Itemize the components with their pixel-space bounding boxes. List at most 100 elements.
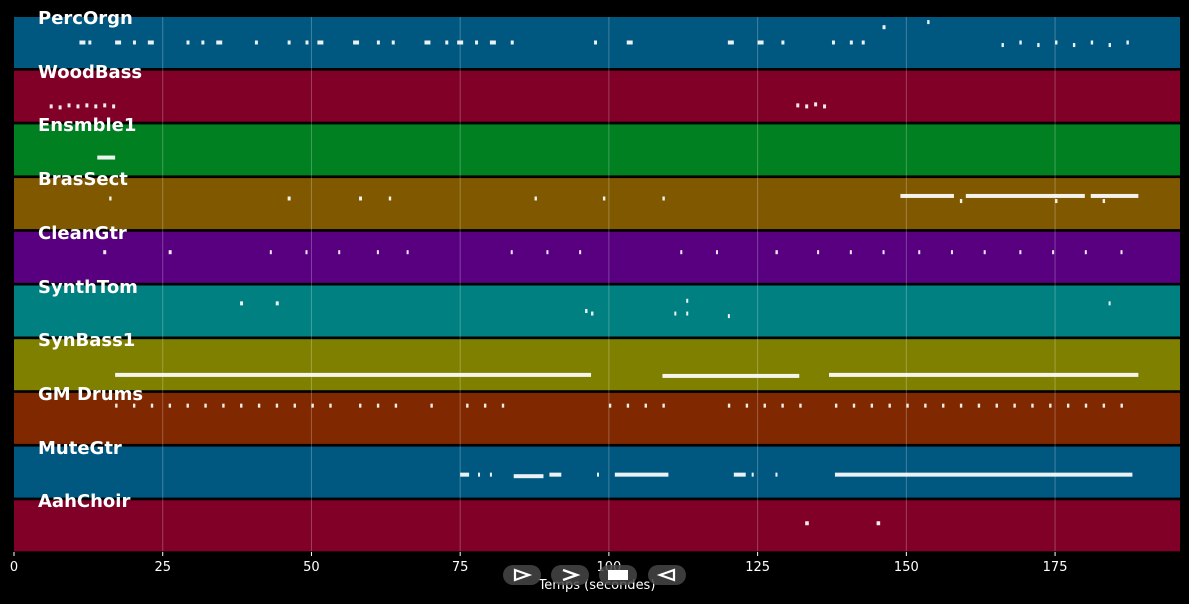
note-mark xyxy=(733,472,746,477)
x-tick-label: 50 xyxy=(303,560,320,575)
play-button[interactable] xyxy=(503,565,541,585)
note-mark xyxy=(959,403,963,408)
track-label: GM Drums xyxy=(38,383,144,405)
x-tick-label: 25 xyxy=(154,560,171,575)
track-band xyxy=(14,70,1180,122)
rewind-button[interactable] xyxy=(648,565,686,585)
note-mark xyxy=(715,250,718,255)
note-mark xyxy=(287,196,291,201)
x-tick-label: 75 xyxy=(451,560,469,575)
note-mark xyxy=(1066,403,1070,408)
note-mark xyxy=(823,104,827,109)
note-mark xyxy=(49,104,53,109)
note-mark xyxy=(103,103,107,108)
note-mark xyxy=(1108,301,1111,306)
note-mark xyxy=(257,403,261,408)
next-button[interactable] xyxy=(551,565,589,585)
note-mark xyxy=(510,250,513,255)
note-mark xyxy=(1031,403,1034,408)
note-mark xyxy=(680,250,683,255)
note-mark xyxy=(85,103,89,108)
note-mark xyxy=(478,472,481,477)
note-mark xyxy=(376,403,380,408)
note-mark xyxy=(424,40,431,45)
track-label: MuteGtr xyxy=(38,437,122,459)
note-mark xyxy=(240,403,243,408)
note-mark xyxy=(977,403,981,408)
note-mark xyxy=(906,403,909,408)
note-mark xyxy=(94,104,98,109)
note-mark xyxy=(168,403,172,408)
note-mark xyxy=(585,309,588,313)
play-triangle-icon xyxy=(513,568,533,582)
note-mark xyxy=(727,403,731,408)
note-mark xyxy=(204,403,207,408)
note-mark xyxy=(745,403,749,408)
note-mark xyxy=(1001,43,1004,48)
note-mark xyxy=(275,301,279,306)
note-mark xyxy=(757,40,764,45)
note-mark xyxy=(1019,250,1022,255)
note-mark xyxy=(1052,250,1055,255)
note-mark xyxy=(293,403,296,408)
track-label: Ensmble1 xyxy=(38,115,137,137)
note-mark xyxy=(391,40,395,45)
note-mark xyxy=(305,40,309,45)
chevron-right-icon xyxy=(562,568,581,582)
note-mark xyxy=(602,196,606,201)
note-mark xyxy=(591,311,594,316)
note-mark xyxy=(852,403,856,408)
note-mark xyxy=(430,403,433,408)
note-mark xyxy=(763,403,766,408)
note-mark xyxy=(674,311,677,316)
note-mark xyxy=(829,372,1139,377)
note-mark xyxy=(579,250,582,255)
track-band xyxy=(14,392,1180,444)
note-mark xyxy=(995,403,998,408)
note-mark xyxy=(849,250,852,255)
note-mark xyxy=(662,196,665,201)
note-mark xyxy=(475,40,479,45)
note-mark xyxy=(799,403,802,408)
note-mark xyxy=(103,250,107,255)
x-tick-label: 150 xyxy=(893,560,919,575)
note-mark xyxy=(983,250,986,255)
track-label: SynthTom xyxy=(38,276,138,298)
track-label: PercOrgn xyxy=(38,8,133,29)
note-mark xyxy=(626,40,633,45)
note-mark xyxy=(97,155,116,160)
note-mark xyxy=(534,196,537,201)
note-mark xyxy=(186,40,190,45)
note-mark xyxy=(1120,403,1123,408)
note-mark xyxy=(775,472,778,477)
note-mark xyxy=(394,403,398,408)
note-mark xyxy=(965,193,1085,198)
note-mark xyxy=(781,40,785,45)
note-mark xyxy=(662,373,800,378)
note-mark xyxy=(359,403,362,408)
note-mark xyxy=(781,403,784,408)
rewind-triangle-icon xyxy=(656,568,676,582)
note-mark xyxy=(466,403,469,408)
note-mark xyxy=(359,196,363,201)
track-band xyxy=(14,124,1180,176)
note-mark xyxy=(216,40,223,45)
note-mark xyxy=(115,403,118,408)
note-mark xyxy=(817,250,820,255)
track-label: SynBass1 xyxy=(38,330,136,352)
note-mark xyxy=(147,40,154,45)
note-mark xyxy=(254,40,258,45)
stop-button[interactable] xyxy=(599,565,637,585)
note-mark xyxy=(489,40,496,45)
note-mark xyxy=(376,40,380,45)
note-mark xyxy=(1120,250,1123,255)
x-tick-label: 125 xyxy=(745,560,771,575)
note-mark xyxy=(1019,40,1022,45)
note-mark xyxy=(168,250,172,255)
note-mark xyxy=(201,40,205,45)
note-mark xyxy=(805,104,809,109)
note-mark xyxy=(112,104,116,109)
note-mark xyxy=(1102,199,1106,204)
note-mark xyxy=(686,298,689,303)
